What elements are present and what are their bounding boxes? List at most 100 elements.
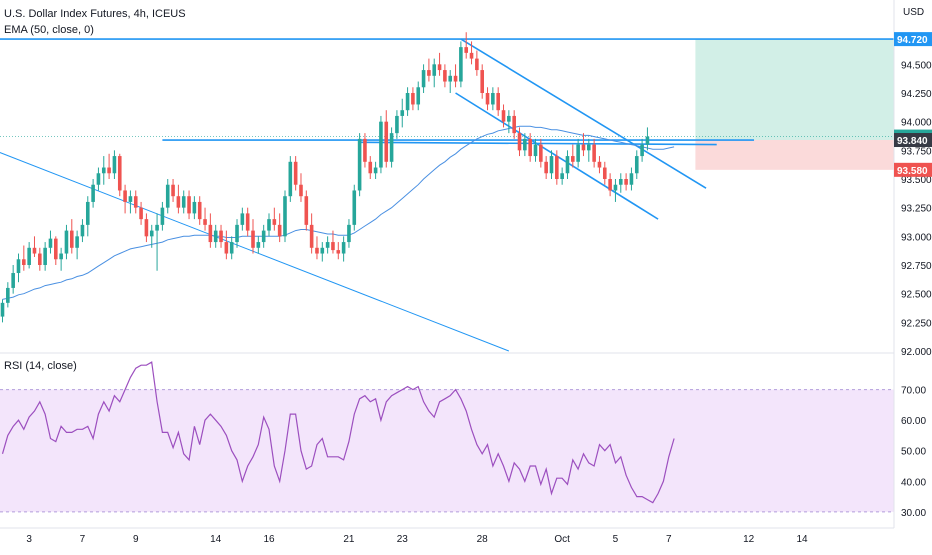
candle xyxy=(645,127,650,151)
candle xyxy=(91,179,95,208)
candle xyxy=(453,64,458,88)
candle xyxy=(293,156,298,191)
price-tag-entry: 93.840 xyxy=(894,133,932,148)
candle xyxy=(101,156,106,185)
price-tag-stop: 93.580 xyxy=(894,162,932,177)
candle xyxy=(272,207,277,231)
price-tag-label: 93.580 xyxy=(897,166,928,177)
time-tick-label: 7 xyxy=(666,534,672,545)
candle xyxy=(112,150,117,179)
candle xyxy=(64,224,69,260)
candle xyxy=(539,138,543,168)
candle-body xyxy=(69,230,74,248)
candle xyxy=(336,242,341,260)
candle xyxy=(363,133,367,168)
candle-body xyxy=(389,133,394,162)
candle xyxy=(11,265,15,294)
candle xyxy=(160,201,165,231)
candle xyxy=(475,50,479,76)
candle xyxy=(347,219,351,248)
candle-body xyxy=(517,133,522,151)
candle xyxy=(283,190,287,243)
candle xyxy=(395,110,399,139)
candle-body xyxy=(357,138,362,191)
candle xyxy=(165,179,170,214)
time-tick-label: 16 xyxy=(263,534,275,545)
candle-body xyxy=(602,167,607,179)
candle xyxy=(581,133,586,157)
candle xyxy=(379,115,383,174)
candle-body xyxy=(571,156,575,162)
price-tick-label: 93.500 xyxy=(901,175,932,186)
candle xyxy=(219,224,223,248)
currency-label: USD xyxy=(903,7,924,18)
rsi-tick-label: 60.00 xyxy=(901,416,926,427)
rsi-line xyxy=(1,361,675,504)
candle xyxy=(208,213,213,248)
candle xyxy=(618,173,623,193)
candle-body xyxy=(27,247,31,265)
candle-body xyxy=(475,58,479,71)
candle xyxy=(320,242,325,262)
price-tag-target: 94.720 xyxy=(894,32,932,47)
candle-body xyxy=(293,161,298,185)
candle xyxy=(357,133,362,197)
candle-body xyxy=(618,179,623,185)
candle-body xyxy=(43,247,47,265)
candle-body xyxy=(299,184,303,197)
candle xyxy=(187,190,191,220)
candle-body xyxy=(581,144,586,151)
candle-body xyxy=(363,138,367,162)
candle-body xyxy=(128,196,133,202)
candle xyxy=(0,299,5,323)
price-tick-label: 93.750 xyxy=(901,146,932,157)
candle xyxy=(128,190,133,214)
price-tick-label: 92.750 xyxy=(901,261,932,272)
candle-body xyxy=(325,242,330,248)
price-tick-label: 93.000 xyxy=(901,232,932,243)
candle-body xyxy=(59,253,63,260)
candle-body xyxy=(453,75,458,82)
candle xyxy=(325,236,330,254)
stop-zone xyxy=(695,140,894,170)
time-tick-label: 9 xyxy=(133,534,139,545)
rsi-tick-label: 40.00 xyxy=(901,477,926,488)
candle-body xyxy=(432,64,437,76)
candle-body xyxy=(165,184,170,208)
candle xyxy=(549,150,554,179)
candle-body xyxy=(405,93,410,111)
candle-body xyxy=(149,230,154,237)
candle-body xyxy=(597,161,602,168)
candle-body xyxy=(528,138,532,157)
candle xyxy=(149,224,154,248)
candle xyxy=(517,127,522,157)
time-tick-label: 14 xyxy=(796,534,808,545)
candle xyxy=(544,156,548,179)
candle xyxy=(139,201,143,225)
candle xyxy=(533,138,538,162)
candle-body xyxy=(219,230,223,243)
candle-body xyxy=(613,184,618,191)
candle-body xyxy=(304,196,309,225)
price-tick-label: 94.250 xyxy=(901,89,932,100)
candle xyxy=(229,236,234,260)
candle xyxy=(448,70,453,93)
candle xyxy=(256,236,261,254)
candle xyxy=(528,133,532,162)
candle-body xyxy=(373,167,378,174)
trendline xyxy=(359,141,717,146)
candle xyxy=(261,224,266,248)
candle-body xyxy=(320,247,325,254)
candle xyxy=(299,173,303,202)
candle-body xyxy=(197,201,202,220)
candle-body xyxy=(501,110,506,122)
candle-body xyxy=(112,156,117,174)
candle-body xyxy=(160,207,165,225)
candle-body xyxy=(507,115,511,122)
candle-body xyxy=(80,224,85,237)
candle xyxy=(22,245,26,271)
candle xyxy=(69,219,74,254)
candle-body xyxy=(171,184,175,197)
